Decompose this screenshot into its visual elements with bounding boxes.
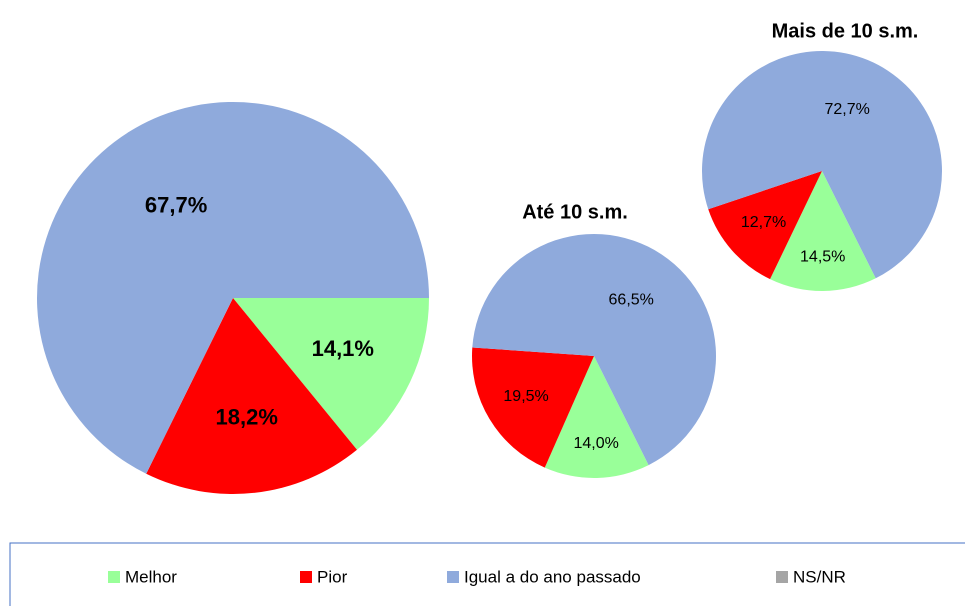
data-label: 72,7% [824, 101, 869, 118]
legend-label: Pior [317, 567, 348, 586]
chart-title: Mais de 10 s.m. [772, 20, 919, 42]
data-label: 14,0% [573, 435, 618, 452]
pie-slice [702, 51, 942, 279]
legend-swatch [300, 571, 312, 583]
chart-title: Até 10 s.m. [522, 201, 628, 223]
pie-slice [472, 234, 716, 466]
legend-label: NS/NR [793, 567, 846, 586]
pie-slice [544, 356, 649, 478]
pie-slice [708, 171, 822, 280]
data-label: 12,7% [741, 214, 786, 231]
pie-slice [471, 347, 594, 468]
legend-swatch [776, 571, 788, 583]
legend-swatch [447, 571, 459, 583]
legend-swatch [108, 571, 120, 583]
pie-slice [146, 298, 357, 494]
legend-label: Melhor [125, 567, 177, 586]
legend-box [9, 542, 965, 606]
data-label: 14,1% [312, 336, 374, 361]
data-label: 66,5% [609, 291, 654, 308]
data-label: 18,2% [216, 405, 278, 430]
data-label: 14,5% [800, 249, 845, 266]
pie-slice [37, 102, 430, 474]
pie-slice [770, 171, 876, 292]
data-label: 19,5% [503, 388, 548, 405]
pie-slice [233, 298, 429, 450]
legend-label: Igual a do ano passado [464, 567, 641, 586]
data-label: 67,7% [145, 192, 207, 217]
